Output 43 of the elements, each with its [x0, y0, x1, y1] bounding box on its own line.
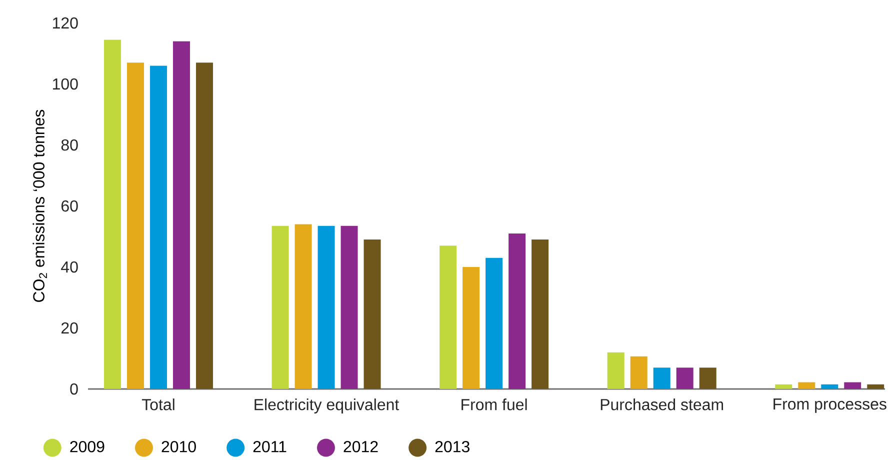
y-axis-title: CO$_{2}$ emissions ‘000 tonnes [32, 110, 47, 302]
bar [532, 240, 549, 389]
bar [486, 258, 503, 389]
bar [844, 382, 862, 389]
bar [653, 368, 670, 389]
x-tick-label: Total [142, 398, 174, 410]
legend-label: 2010 [162, 440, 196, 452]
legend-label: 2013 [435, 440, 470, 452]
bar [364, 240, 381, 389]
x-tick-label: Purchased steam [600, 398, 724, 410]
bar [676, 368, 694, 389]
y-tick-label: 20 [61, 322, 78, 334]
x-tick-label: From fuel [462, 398, 527, 410]
bar [340, 226, 358, 389]
bar [867, 384, 884, 389]
bar [318, 226, 335, 389]
y-tick-label: 80 [61, 139, 78, 151]
y-tick-label: 100 [53, 78, 78, 90]
bar [798, 382, 816, 389]
bar [150, 66, 167, 389]
bar [630, 356, 648, 389]
legend-label: 2011 [253, 440, 286, 452]
bar [294, 224, 312, 389]
bar [508, 233, 526, 389]
bar [272, 226, 289, 389]
bar [699, 368, 716, 389]
bar [607, 352, 624, 389]
legend-label: 2009 [70, 440, 104, 452]
y-tick-label: 40 [61, 261, 78, 273]
bar [462, 266, 480, 389]
bar [196, 62, 213, 389]
bar [821, 384, 838, 389]
x-tick-label: Electricity equivalent [254, 398, 400, 414]
legend-label: 2012 [344, 440, 378, 452]
x-tick-label: From processes [774, 398, 886, 413]
bar [775, 384, 792, 389]
bar [104, 40, 121, 389]
bar [440, 246, 457, 389]
bar [172, 41, 190, 389]
bar [126, 62, 144, 389]
y-tick-label: 0 [70, 383, 78, 395]
y-tick-label: 120 [53, 17, 78, 29]
y-tick-label: 60 [62, 200, 78, 212]
